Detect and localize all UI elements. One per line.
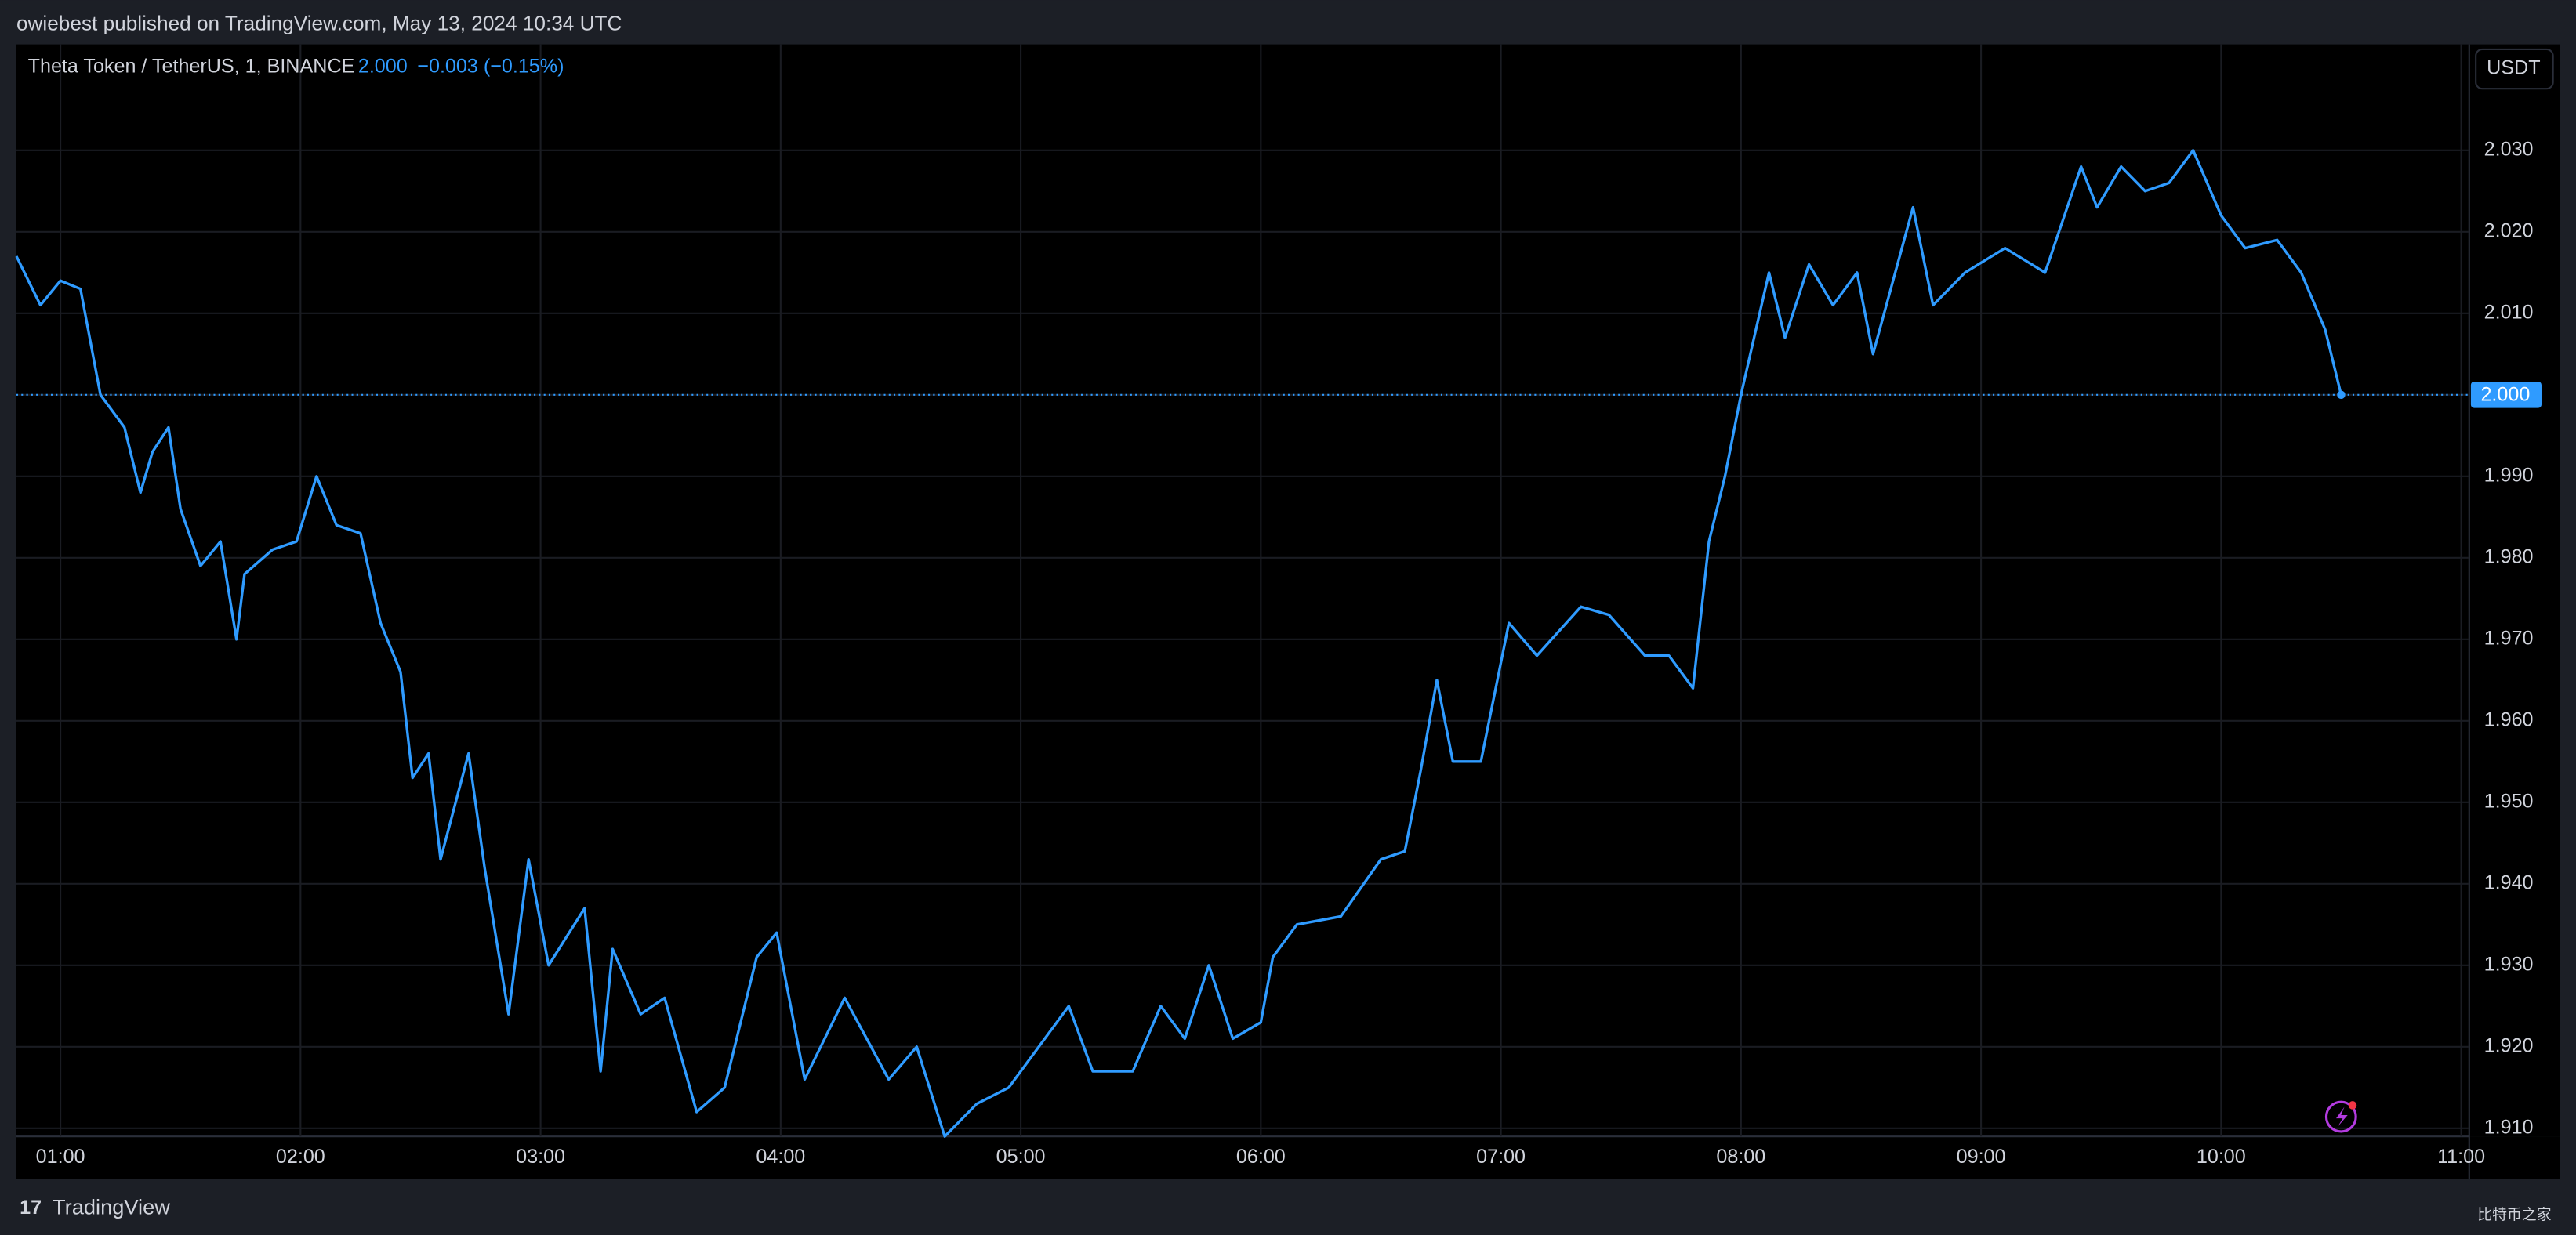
x-tick-label: 06:00 [1236, 1146, 1286, 1168]
x-tick-label: 01:00 [36, 1146, 85, 1168]
unit-label[interactable]: USDT [2487, 57, 2540, 79]
y-tick-label: 1.970 [2484, 627, 2534, 649]
y-tick-label: 1.920 [2484, 1034, 2534, 1056]
y-tick-label: 1.910 [2484, 1116, 2534, 1138]
x-tick-label: 04:00 [756, 1146, 805, 1168]
x-tick-label: 03:00 [516, 1146, 565, 1168]
last-point [2337, 390, 2346, 400]
unit-button[interactable] [2475, 48, 2554, 90]
last-price-label: 2.000 [2480, 384, 2530, 406]
x-tick-label: 05:00 [996, 1146, 1046, 1168]
price-axis [2469, 44, 2560, 1137]
y-tick-label: 2.030 [2484, 138, 2534, 160]
y-tick-label: 2.020 [2484, 219, 2534, 241]
y-tick-label: 1.930 [2484, 953, 2534, 975]
x-tick-label: 11:00 [2437, 1146, 2485, 1168]
y-tick-label: 1.990 [2484, 464, 2534, 486]
header-change: −0.003 (−0.15%) [417, 56, 564, 78]
brand-logo: 17 [20, 1197, 42, 1219]
y-tick-label: 1.950 [2484, 790, 2534, 812]
icon-dot [2348, 1101, 2357, 1110]
plot-area [16, 44, 2469, 1137]
publisher-line: owiebest published on TradingView.com, M… [16, 11, 622, 34]
x-tick-label: 10:00 [2197, 1146, 2246, 1168]
x-tick-label: 07:00 [1476, 1146, 1526, 1168]
y-tick-label: 1.960 [2484, 708, 2534, 730]
watermark: 比特币之家 [2477, 1206, 2551, 1222]
x-tick-label: 09:00 [1957, 1146, 2006, 1168]
symbol-title: Theta Token / TetherUS, 1, BINANCE [28, 56, 355, 78]
last-price-badge [2470, 382, 2542, 408]
header-price: 2.000 [358, 56, 408, 78]
price-line [15, 149, 2343, 1138]
y-tick-label: 1.940 [2484, 871, 2534, 893]
icon-bolt [2336, 1106, 2348, 1127]
grid: 1.910 1.920 1.930 1.940 1.950 1.960 1.970 1.980… [16, 44, 2534, 1168]
marks: 2.000 [15, 149, 2542, 1138]
y-tick-label: 2.010 [2484, 301, 2534, 323]
lightning-icon[interactable] [2324, 1100, 2357, 1133]
brand-name: TradingView [53, 1195, 170, 1219]
y-tick-label: 1.980 [2484, 545, 2534, 567]
x-tick-label: 02:00 [276, 1146, 325, 1168]
x-tick-label: 08:00 [1716, 1146, 1765, 1168]
icon-ring [2324, 1100, 2357, 1133]
time-axis [16, 1136, 2560, 1179]
